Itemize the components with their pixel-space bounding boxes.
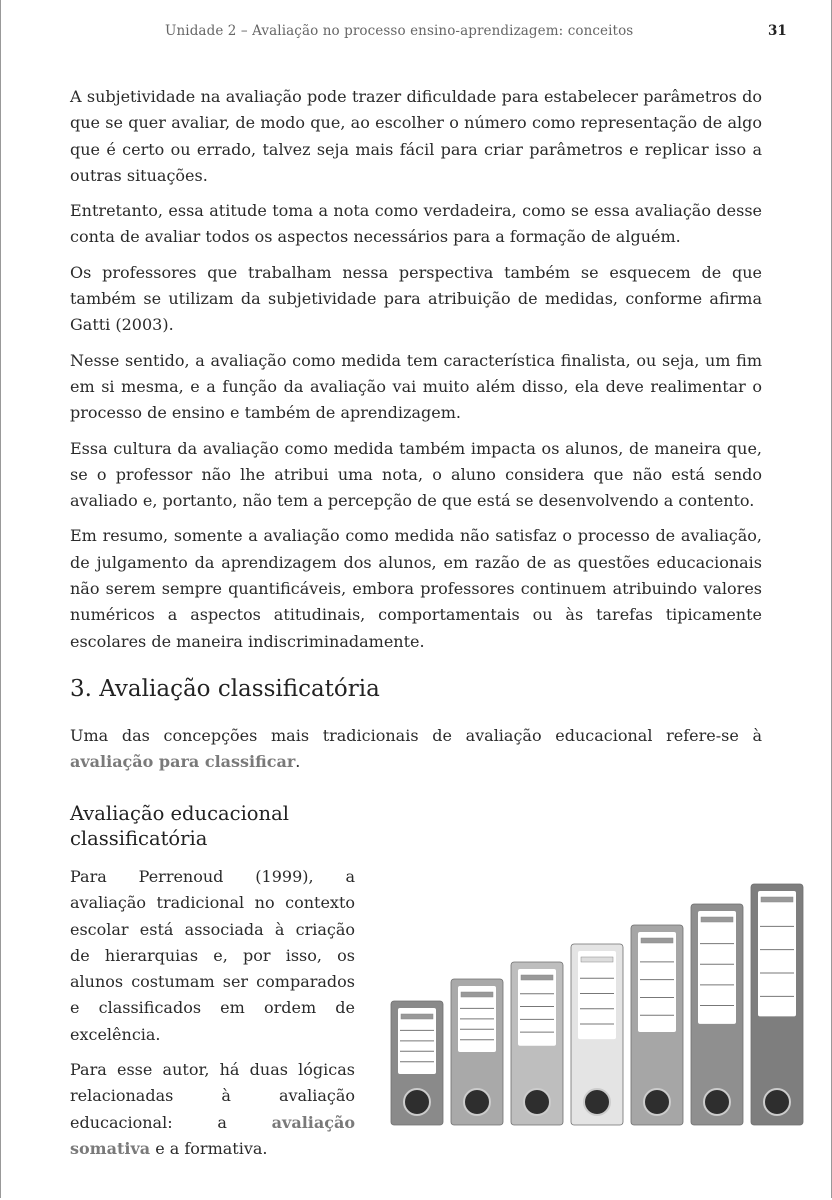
body-text: A subjetividade na avaliação pode trazer… bbox=[70, 84, 762, 664]
section-heading: 3. Avaliação classificatória bbox=[70, 676, 380, 702]
binder-label-title bbox=[520, 974, 554, 981]
binder-label bbox=[698, 911, 736, 1024]
page-number: 31 bbox=[768, 23, 787, 39]
highlight-term: avaliação somativa bbox=[70, 1112, 355, 1158]
binder-label-title bbox=[640, 937, 674, 944]
binder-label bbox=[758, 891, 796, 1017]
highlight-term: avaliação para classificar bbox=[70, 752, 296, 772]
paragraph: Entretanto, essa atitude toma a nota com… bbox=[70, 201, 762, 247]
binder-ring-hole bbox=[643, 1088, 671, 1116]
binder-ring-hole bbox=[763, 1088, 791, 1116]
binder-label bbox=[578, 951, 616, 1040]
intro-text-end: . bbox=[295, 752, 301, 772]
binder-label-title bbox=[580, 956, 614, 963]
binder-ring-hole bbox=[583, 1088, 611, 1116]
binder-ring-hole bbox=[703, 1088, 731, 1116]
section-intro: Uma das concepções mais tradicionais de … bbox=[70, 723, 762, 776]
intro-text: Uma das concepções mais tradicionais de … bbox=[70, 726, 762, 745]
binder-ring-hole bbox=[463, 1088, 491, 1116]
paragraph: Nesse sentido, a avaliação como medida t… bbox=[70, 350, 762, 423]
paragraph: Em resumo, somente a avaliação como medi… bbox=[70, 526, 762, 651]
binder-ring-hole bbox=[403, 1088, 431, 1116]
text: e a formativa. bbox=[150, 1138, 268, 1158]
running-title: Unidade 2 – Avaliação no processo ensino… bbox=[165, 23, 634, 39]
subsection-heading: Avaliação educacional classificatória bbox=[70, 802, 289, 850]
paragraph: Para Perrenoud (1999), a avaliação tradi… bbox=[70, 867, 355, 1044]
binder-label bbox=[638, 932, 676, 1032]
binder-label bbox=[518, 969, 556, 1046]
binders-illustration bbox=[390, 883, 804, 1126]
paragraph: Para esse autor, há duas lógicas relacio… bbox=[70, 1057, 355, 1162]
binder-label-title bbox=[760, 896, 794, 903]
binder-ring-hole bbox=[523, 1088, 551, 1116]
binder-label-title bbox=[400, 1013, 434, 1020]
paragraph: A subjetividade na avaliação pode trazer… bbox=[70, 87, 762, 185]
sidebar-text: Para Perrenoud (1999), a avaliação tradi… bbox=[70, 864, 355, 1171]
text: Para esse autor, há duas lógicas relacio… bbox=[70, 1060, 355, 1132]
binder-label-title bbox=[700, 916, 734, 923]
binder-label-title bbox=[460, 991, 494, 998]
paragraph: Essa cultura da avaliação como medida ta… bbox=[70, 438, 762, 511]
paragraph: Os professores que trabalham nessa persp… bbox=[70, 262, 762, 335]
